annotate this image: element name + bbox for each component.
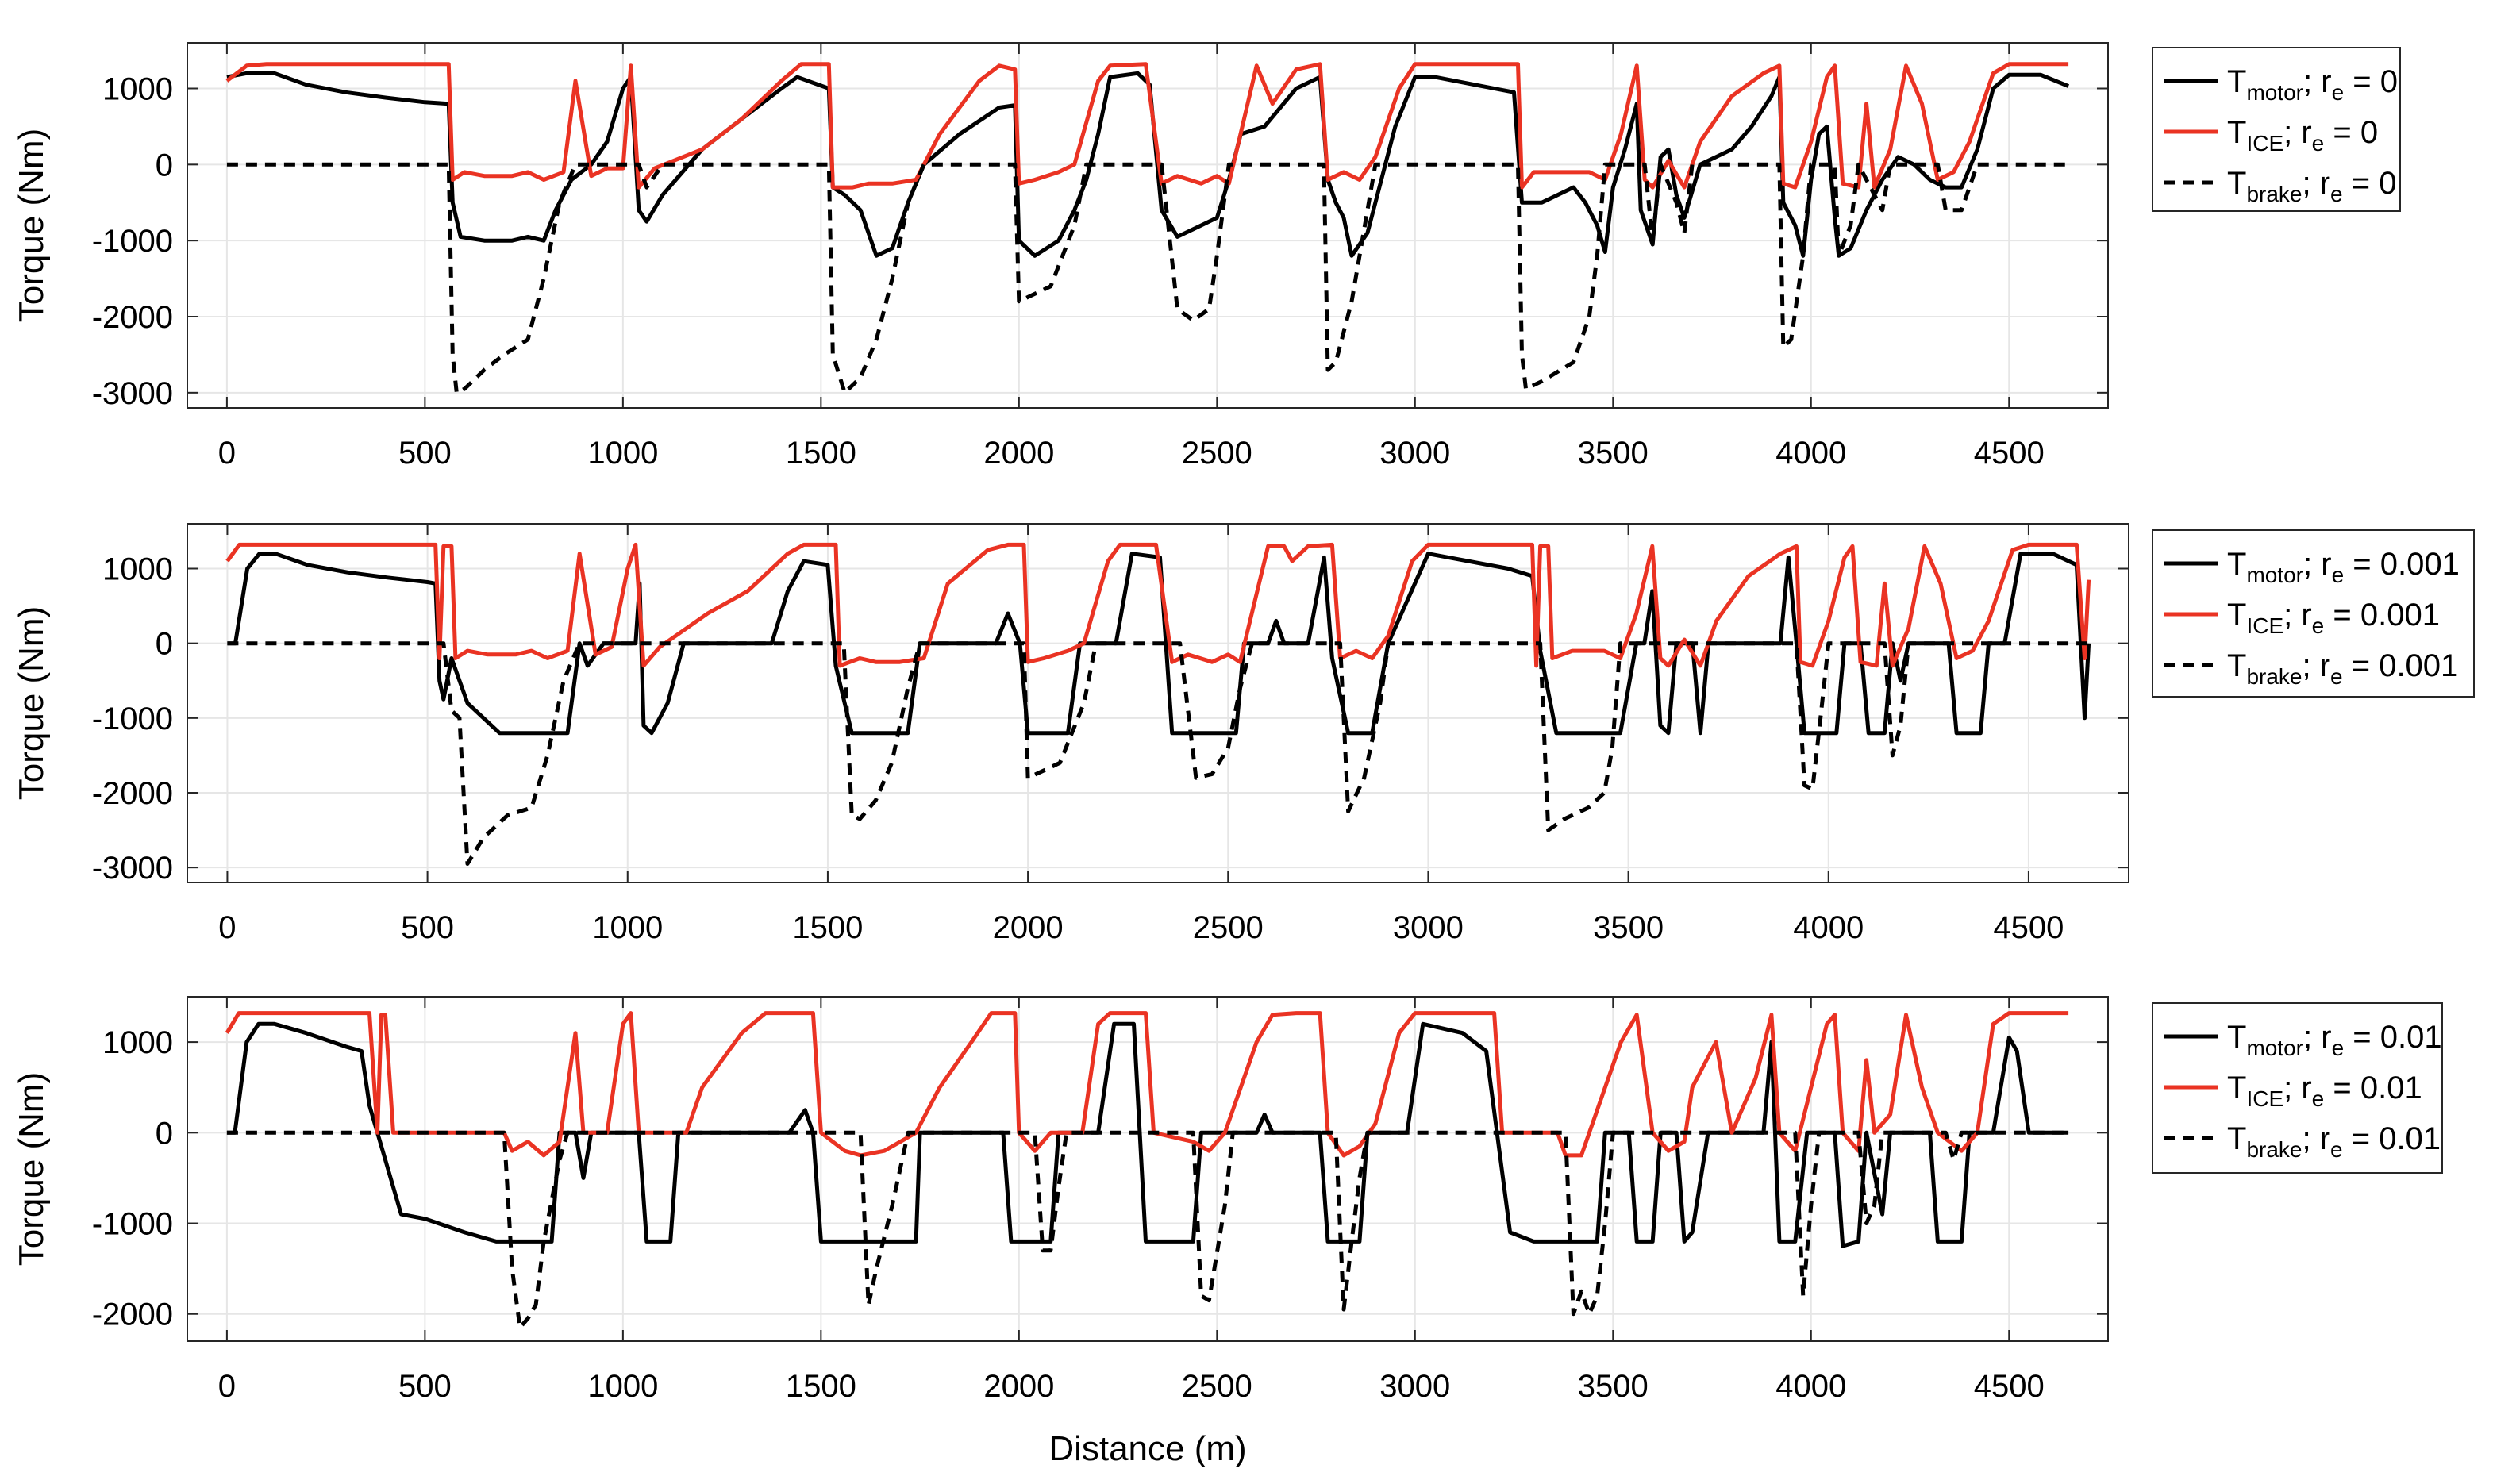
legend-label: Tmotor; re = 0.001 [2227,547,2460,587]
y-tick-label: -1000 [92,1207,173,1242]
y-tick-label: 0 [156,148,173,183]
series-line-brake [226,162,2069,395]
y-tick-label: -2000 [92,1298,173,1332]
y-axis-label: Torque (Nm) [12,1072,51,1267]
chart-panel-1: 0 500 1000 1500 2000 2500 3000 3500 4000 4500 1000… [12,42,2401,471]
x-tick-label: 4000 [1775,436,1846,471]
legend-label: Tmotor; re = 0 [2227,64,2398,105]
x-tick-label: 4500 [1974,436,2045,471]
x-tick-label: 1000 [592,910,663,945]
axes-box [187,42,2109,409]
y-tick-label: -1000 [92,224,173,259]
legend-label: TICE; re = 0 [2227,115,2378,156]
x-tick-label: 0 [218,1369,236,1404]
x-tick-label: 2500 [1193,910,1264,945]
x-tick-label: 0 [218,436,236,471]
x-tick-label: 1500 [786,436,856,471]
x-tick-label: 4500 [1974,1369,2045,1404]
x-tick-label: 1000 [587,1369,658,1404]
x-tick-label: 3000 [1393,910,1464,945]
x-tick-label: 4000 [1775,1369,1846,1404]
series-line-ice [225,1011,2069,1158]
x-tick-label: 4500 [1993,910,2064,945]
y-axis-label: Torque (Nm) [12,606,51,801]
legend: Tmotor; re = 0 TICE; re = 0 Tbrake; re = 0 [2152,47,2401,212]
series-group [225,1011,2069,1330]
x-tick-label: 2000 [983,436,1054,471]
series-line-motor [226,1021,2069,1248]
x-tick-label: 0 [218,910,236,945]
x-tick-label: 3500 [1578,436,1649,471]
series-group [225,62,2070,395]
legend-label: TICE; re = 0.001 [2227,598,2440,638]
chart-panel-2: 0 500 1000 1500 2000 2500 3000 3500 4000 4500 1000… [12,523,2475,945]
series-line-ice [225,62,2069,190]
series-line-ice [225,542,2091,668]
x-tick-label: 4000 [1793,910,1864,945]
x-tick-label: 3000 [1379,1369,1450,1404]
y-tick-label: -3000 [92,376,173,411]
x-tick-label: 2000 [983,1369,1054,1404]
legend: Tmotor; re = 0.01 TICE; re = 0.01 Tbrake; … [2152,1002,2443,1174]
legend-label: Tbrake; re = 0.01 [2227,1121,2441,1162]
x-tick-label: 1000 [587,436,658,471]
x-tick-label: 3500 [1593,910,1664,945]
legend: Tmotor; re = 0.001 TICE; re = 0.001 Tbrake… [2152,529,2475,698]
y-axis-label: Torque (Nm) [12,129,51,323]
x-axis-label: Distance (m) [1048,1429,1246,1468]
x-tick-label: 2000 [993,910,1064,945]
y-tick-label: 1000 [102,552,173,587]
chart-panel-3: 0 500 1000 1500 2000 2500 3000 3500 4000 4500 1000… [12,996,2443,1468]
x-tick-label: 2500 [1182,1369,1252,1404]
x-tick-label: 500 [401,910,454,945]
x-tick-label: 3500 [1578,1369,1649,1404]
y-tick-label: -2000 [92,300,173,335]
legend-label: TICE; re = 0.01 [2227,1071,2422,1111]
x-tick-label: 500 [398,436,452,471]
axes-box [187,996,2109,1342]
x-tick-label: 3000 [1379,436,1450,471]
y-tick-label: 1000 [102,72,173,107]
legend-label: Tmotor; re = 0.01 [2227,1020,2442,1060]
y-tick-label: 1000 [102,1025,173,1060]
y-tick-label: 0 [156,1116,173,1151]
y-tick-label: 0 [156,627,173,662]
y-tick-label: -3000 [92,851,173,886]
legend-label: Tbrake; re = 0 [2227,166,2396,206]
series-line-brake [227,641,2089,866]
x-tick-label: 2500 [1182,436,1252,471]
legend-label: Tbrake; re = 0.001 [2227,648,2458,689]
series-line-brake [226,1130,2069,1330]
x-tick-label: 1500 [786,1369,856,1404]
y-tick-label: -2000 [92,776,173,811]
axes-box [187,523,2129,883]
series-group [225,542,2091,866]
x-tick-label: 500 [398,1369,452,1404]
y-tick-label: -1000 [92,702,173,736]
x-tick-label: 1500 [792,910,863,945]
